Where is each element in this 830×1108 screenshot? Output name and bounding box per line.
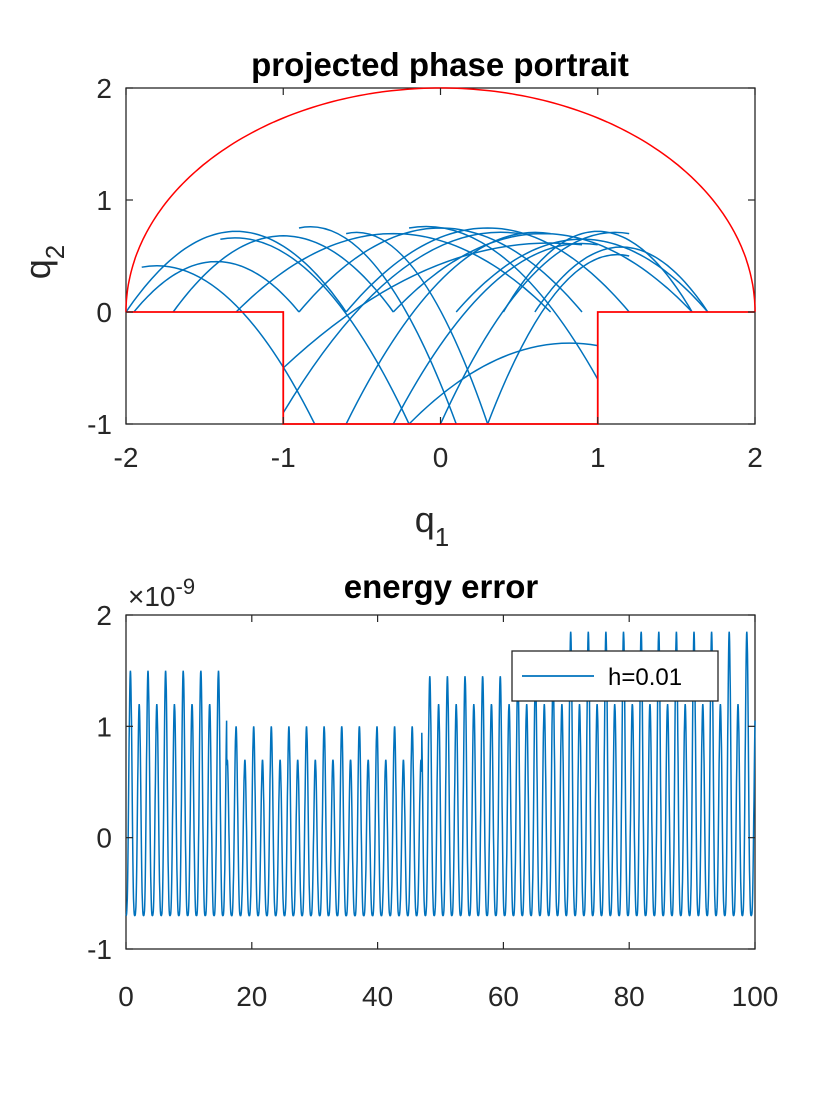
legend-label: h=0.01 (608, 664, 682, 691)
trajectory-arc (345, 227, 630, 313)
y-tick-label: -1 (87, 409, 112, 440)
phase-portrait-title: projected phase portrait (251, 46, 629, 83)
x-tick-label: 80 (614, 981, 645, 1012)
trajectory-chord (486, 253, 630, 425)
trajectory-arc (392, 232, 693, 313)
trajectory-arc (235, 232, 552, 313)
y-tick-label: 0 (96, 823, 112, 854)
trajectory-chord (141, 265, 316, 425)
trajectory-chord (220, 237, 410, 425)
trajectory-chord (439, 231, 630, 425)
x-label-q: q (415, 499, 435, 540)
energy-error-line (125, 631, 756, 917)
exponent-power: -9 (176, 574, 196, 599)
x-tick-label: -1 (271, 442, 296, 473)
trajectory-series (125, 225, 709, 425)
trajectory-chord (345, 231, 551, 425)
x-tick-label: 0 (433, 442, 449, 473)
x-tick-label: -2 (114, 442, 139, 473)
x-tick-label: 0 (118, 981, 134, 1012)
exponent-base: ×10 (128, 581, 176, 612)
legend: h=0.01 (511, 650, 719, 702)
energy-error-title: energy error (344, 568, 539, 605)
y-tick-label: 1 (96, 185, 112, 216)
trajectory-chord (408, 225, 599, 380)
x-label-sub: 1 (435, 522, 449, 552)
trajectory-chord (282, 231, 520, 414)
trajectory-chord (298, 226, 457, 425)
y-tick-label: 2 (96, 600, 112, 631)
trajectory-arc (133, 260, 300, 313)
trajectory-chord (282, 242, 583, 369)
y-label-sub: 2 (40, 245, 70, 259)
x-tick-label: 60 (488, 981, 519, 1012)
x-tick-label: 100 (732, 981, 779, 1012)
x-tick-label: 20 (236, 981, 267, 1012)
trajectory-chord (408, 342, 598, 425)
y-tick-label: 0 (96, 297, 112, 328)
phase-portrait-ylabel: q2 (17, 245, 70, 280)
y-label-q: q (17, 259, 58, 279)
exponent-label: ×10-9 (128, 574, 195, 612)
phase-portrait-xlabel: q1 (415, 499, 450, 552)
trajectory-arc (172, 235, 394, 313)
y-tick-label: 2 (96, 73, 112, 104)
trajectory-arc (534, 246, 709, 313)
trajectory-arc (502, 230, 693, 313)
trajectory-arc (125, 230, 347, 313)
energy-error-series (125, 631, 756, 917)
x-tick-label: 40 (362, 981, 393, 1012)
x-tick-label: 2 (747, 442, 763, 473)
x-tick-label: 1 (590, 442, 606, 473)
y-tick-label: -1 (87, 934, 112, 965)
y-tick-label: 1 (96, 711, 112, 742)
phase-portrait-axes-box (125, 87, 756, 425)
